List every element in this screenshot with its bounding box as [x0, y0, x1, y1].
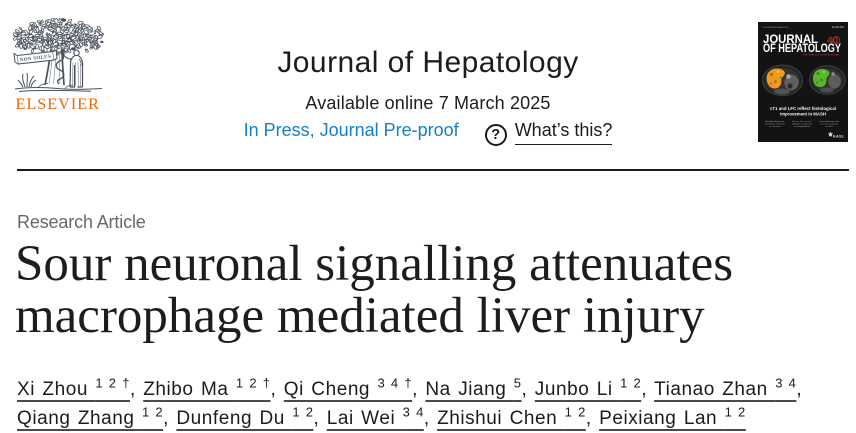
svg-text:The Home of Liver Research: The Home of Liver Research: [803, 54, 840, 57]
svg-text:in HCC: in HCC: [825, 126, 834, 128]
svg-text:VOLUME 82 | ISSUE 3 | MARCH 20: VOLUME 82 | ISSUE 3 | MARCH 2025: [763, 26, 790, 29]
svg-text:NON SOLUS: NON SOLUS: [20, 55, 52, 64]
svg-text:EASL: EASL: [833, 134, 845, 139]
svg-text:in cirrhosis: in cirrhosis: [769, 125, 781, 128]
svg-text:JOURNAL: JOURNAL: [763, 33, 818, 46]
svg-text:improvement in MASH: improvement in MASH: [780, 112, 827, 117]
svg-text:in transplantation: in transplantation: [794, 125, 810, 128]
svg-text:cT1 and LFC reflect histologic: cT1 and LFC reflect histological: [770, 106, 836, 111]
svg-text:OF HEPATOLOGY: OF HEPATOLOGY: [763, 42, 841, 55]
svg-text:ELSEVIER: ELSEVIER: [832, 26, 844, 29]
svg-text:Metabolic dysfunction: Metabolic dysfunction: [766, 120, 785, 123]
svg-text:survival outcomes: survival outcomes: [820, 123, 838, 126]
svg-text:Immunotherapy and: Immunotherapy and: [820, 120, 839, 123]
svg-text:and hepatic outcomes: and hepatic outcomes: [765, 123, 785, 126]
svg-text:A liver-first versus: A liver-first versus: [793, 120, 812, 123]
svg-text:kidney-first approach: kidney-first approach: [792, 123, 812, 126]
